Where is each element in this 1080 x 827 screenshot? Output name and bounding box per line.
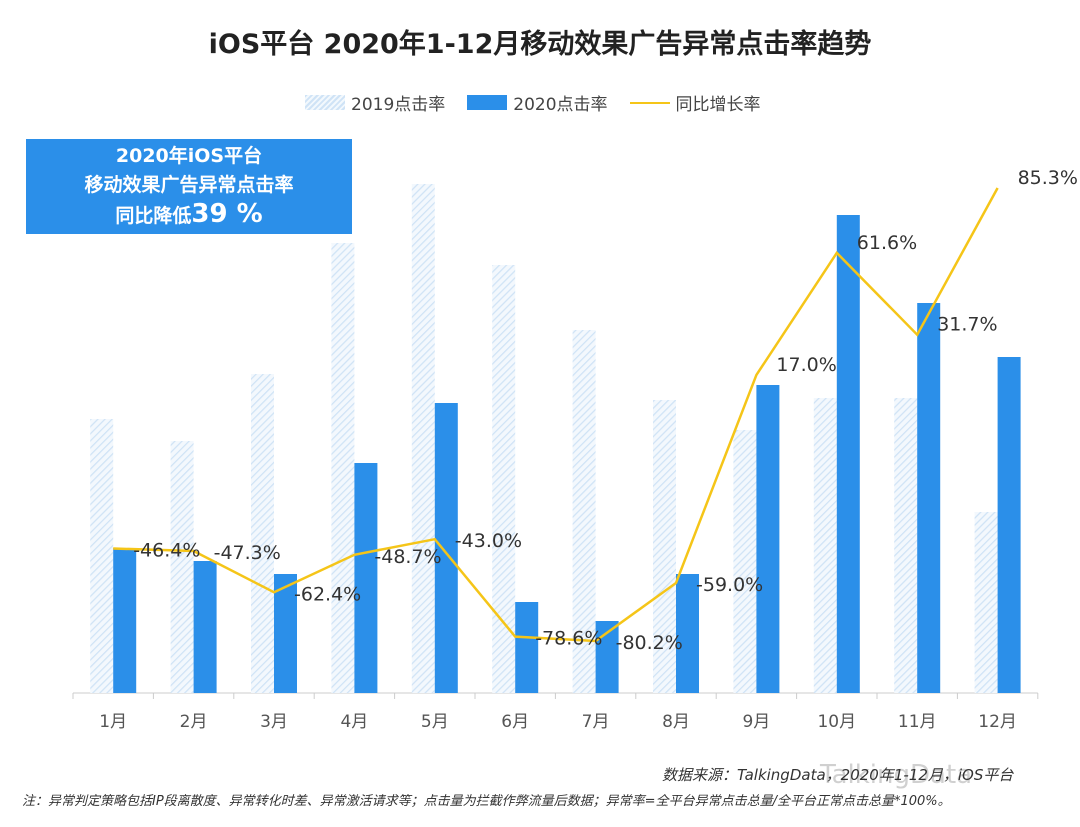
bar-2020 [676, 574, 699, 693]
bar-2019 [170, 441, 194, 693]
bar-2019 [90, 419, 114, 693]
legend-swatch [629, 101, 670, 104]
data-label: -80.2% [616, 632, 683, 654]
data-label: 85.3% [1018, 167, 1078, 189]
bar-2019 [572, 330, 596, 693]
bar-2019 [894, 398, 918, 693]
source-text: 数据来源：TalkingData，2020年1-12月，iOS平台 [662, 766, 1014, 784]
x-tick-label: 5月 [421, 712, 449, 732]
watermark: TalkingData [820, 760, 973, 790]
bar-2019 [733, 430, 757, 693]
chart-title: iOS平台 2020年1-12月移动效果广告异常点击率趋势 [208, 29, 872, 60]
legend-swatch [467, 95, 508, 110]
data-label: -59.0% [696, 574, 763, 596]
x-tick-label: 7月 [582, 712, 610, 732]
bar-2020 [434, 403, 458, 693]
legend-item-2020: 2020点击率 [467, 90, 608, 115]
x-tick-label: 10月 [817, 712, 856, 732]
bar-2020 [595, 621, 619, 693]
x-tick-label: 11月 [898, 712, 937, 732]
bar-2019 [974, 512, 998, 693]
bar-2020 [274, 574, 297, 693]
bar-2020 [756, 385, 780, 693]
legend-swatch [305, 95, 345, 110]
x-tick-label: 8月 [662, 712, 690, 732]
x-tick-label: 12月 [978, 712, 1017, 732]
x-tick-label: 9月 [742, 712, 770, 732]
bar-2020 [113, 548, 137, 693]
data-label: -48.7% [374, 546, 441, 568]
data-label: -46.4% [133, 539, 200, 561]
x-tick-label: 6月 [501, 712, 529, 732]
legend-label: 2019点击率 [351, 95, 446, 115]
callout-prefix: 同比降低 [115, 205, 192, 227]
x-tick-label: 4月 [340, 712, 368, 732]
callout-value: 39 % [191, 199, 263, 229]
data-label: -78.6% [535, 628, 602, 650]
data-label: -47.3% [214, 542, 281, 564]
legend-label: 同比增长率 [675, 95, 761, 115]
bar-2019 [813, 398, 837, 693]
legend-item-growth: 同比增长率 [629, 90, 761, 115]
bar-2020 [193, 561, 217, 693]
x-tick-label: 1月 [99, 712, 127, 732]
bar-2020 [917, 303, 941, 693]
bar-2020 [354, 463, 378, 693]
callout-line: 2020年iOS平台 [115, 145, 263, 167]
bar-2019 [492, 265, 516, 693]
legend-item-2019: 2019点击率 [305, 90, 445, 115]
legend: 2019点击率 2020点击率 同比增长率 [305, 90, 761, 115]
data-label: -62.4% [294, 583, 361, 605]
bar-2019 [331, 243, 355, 693]
callout-line: 同比降低39 % [26, 200, 352, 231]
data-label: 61.6% [857, 232, 917, 254]
x-tick-label: 3月 [260, 712, 288, 732]
callout-line: 移动效果广告异常点击率 [84, 174, 294, 196]
bar-2020 [515, 602, 539, 693]
summary-callout: 2020年iOS平台 移动效果广告异常点击率 同比降低39 % [26, 139, 352, 234]
bar-2019 [251, 374, 274, 693]
growth-line [113, 187, 999, 643]
data-label: 31.7% [937, 314, 997, 336]
bar-2020 [997, 357, 1021, 693]
data-label: -43.0% [455, 530, 522, 552]
bar-2019 [411, 184, 435, 693]
data-label: 17.0% [776, 354, 836, 376]
bar-2020 [836, 215, 860, 693]
footnote: 注：异常判定策略包括IP段离散度、异常转化时差、异常激活请求等；点击量为拦截作弊… [22, 794, 951, 809]
x-tick-label: 2月 [180, 712, 208, 732]
bar-2019 [653, 400, 676, 693]
legend-label: 2020点击率 [513, 95, 608, 115]
